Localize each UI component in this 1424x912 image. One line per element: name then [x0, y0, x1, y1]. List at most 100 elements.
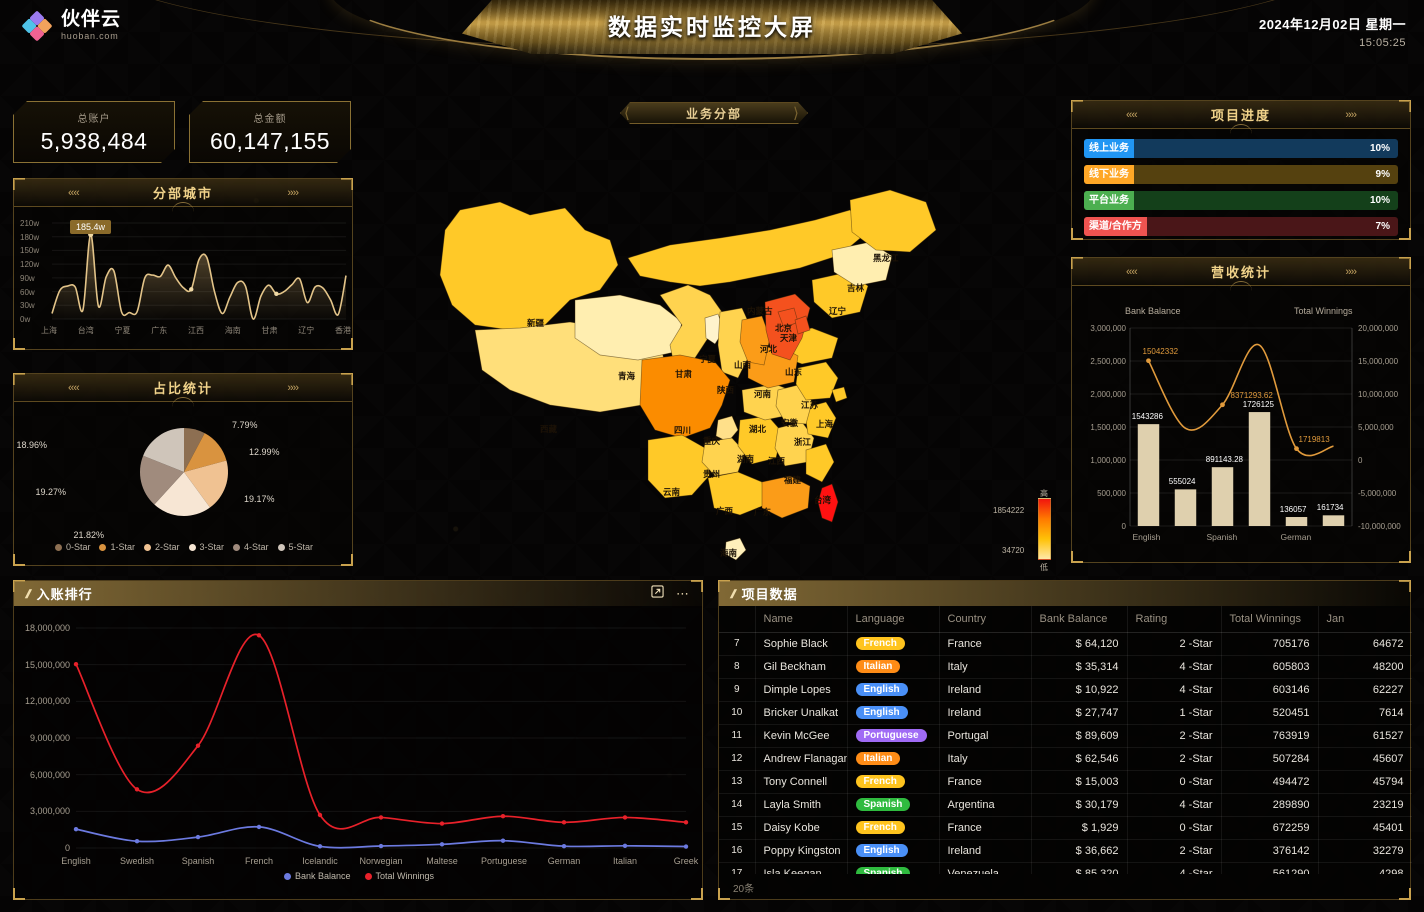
map-province-浙江[interactable] [803, 401, 837, 439]
pie-legend-item[interactable]: 1-Star [99, 542, 135, 552]
map-label-山西: 山西 [734, 360, 752, 370]
next-arrows-icon[interactable]: ›››› [287, 381, 299, 394]
map-province-福建[interactable] [805, 443, 835, 483]
map-label-辽宁: 辽宁 [829, 306, 847, 316]
more-options-icon[interactable]: ⋯ [676, 585, 690, 601]
map-province-山西[interactable] [739, 315, 771, 366]
table-row[interactable]: 10 Bricker Unalkat English Ireland $ 27,747 1… [719, 701, 1412, 725]
table-cell-winnings: 376142 [1221, 839, 1319, 863]
revenue-bar[interactable] [1322, 515, 1345, 526]
y-tick-label: 120w [20, 260, 40, 270]
series-line-total-winnings[interactable] [75, 633, 687, 830]
table-column-header[interactable]: Bank Balance [1031, 606, 1128, 633]
table-cell-winnings: 494472 [1221, 770, 1319, 794]
table-column-header[interactable]: Country [939, 606, 1032, 633]
table-column-header[interactable]: Jan [1318, 606, 1412, 633]
progress-bar-row[interactable]: 线上业务 10% [1084, 139, 1398, 158]
table-row[interactable]: 16 Poppy Kingston English Ireland $ 36,662 2 … [719, 839, 1412, 863]
progress-bar-row[interactable]: 平台业务 10% [1084, 191, 1398, 210]
ratio-pie-chart[interactable]: 7.79% 12.99% 19.17% 21.82% 19.27% 18.96% 0-St… [14, 402, 354, 567]
data-table-wrapper[interactable]: Name Language Country Bank Balance Rating Tot… [719, 606, 1412, 874]
table-row[interactable]: 8 Gil Beckham Italian Italy $ 35,314 4 -Star 6… [719, 655, 1412, 679]
next-arrows-icon[interactable]: ›››› [287, 186, 299, 199]
china-map-container[interactable]: 新疆 西藏 青海 甘肃 宁夏 内蒙古 陕西 四川 重庆 云南 贵州 广西 广东 海南 湖南 湖北 江西 福建 浙江 安… [370, 90, 1070, 570]
revenue-bar[interactable] [1137, 424, 1160, 526]
revenue-bar[interactable] [1211, 467, 1234, 526]
pie-legend-item[interactable]: 5-Star [277, 542, 313, 552]
table-row[interactable]: 15 Daisy Kobe French France $ 1,929 0 -Star 67… [719, 816, 1412, 840]
stat-card-total-amount[interactable]: 总金额 60,147,155 [189, 101, 351, 163]
map-province-河北[interactable] [764, 293, 811, 361]
table-row[interactable]: 7 Sophie Black French France $ 64,120 2 -Star… [719, 632, 1412, 656]
x-tick-label: 香港 [335, 326, 351, 335]
map-label-福建: 福建 [784, 475, 802, 485]
x-tick-label: Icelandic [302, 856, 338, 866]
revenue-bar[interactable] [1285, 517, 1308, 526]
brand-logo[interactable]: 伙伴云 huoban.com [22, 10, 121, 41]
language-badge: Spanish [855, 867, 911, 874]
revenue-bar[interactable] [1248, 412, 1271, 526]
prev-arrows-icon[interactable]: ‹‹‹‹ [1126, 265, 1138, 278]
map-province-四川[interactable] [639, 354, 731, 439]
pie-legend-item[interactable]: 2-Star [143, 542, 180, 552]
pie-legend-item[interactable]: 0-Star [54, 542, 90, 552]
legend-item[interactable]: Total Winnings [364, 871, 434, 881]
language-badge: English [855, 706, 908, 719]
map-province-海南[interactable] [724, 537, 747, 561]
branch-cities-line-chart[interactable]: 210w 180w 150w 120w 90w 60w 30w 0w 上海 台湾 宁夏 广东 江西 海南… [14, 207, 354, 351]
table-cell-idx: 11 [719, 724, 756, 748]
deposit-ranking-line-chart[interactable]: 18,000,000 15,000,000 12,000,000 9,000,000 6… [14, 606, 704, 901]
x-tick-label: English [1132, 532, 1161, 542]
next-arrows-icon[interactable]: ›››› [1345, 265, 1357, 278]
map-prev-icon[interactable]: ⟨ [624, 105, 630, 122]
pie-legend-item[interactable]: 3-Star [188, 542, 224, 552]
table-row[interactable]: 13 Tony Connell French France $ 15,003 0 -Sta… [719, 770, 1412, 794]
map-province-甘肃[interactable] [659, 284, 723, 371]
table-row[interactable]: 11 Kevin McGee Portuguese Portugal $ 89,609 2… [719, 724, 1412, 748]
table-row[interactable]: 9 Dimple Lopes English Ireland $ 10,922 4 -St… [719, 678, 1412, 702]
map-next-icon[interactable]: ⟩ [793, 105, 799, 122]
table-column-header[interactable]: Rating [1127, 606, 1222, 633]
ranking-legend[interactable]: Bank Balance Total Winnings [14, 871, 704, 881]
prev-arrows-icon[interactable]: ‹‹‹‹ [1126, 108, 1138, 121]
prev-arrows-icon[interactable]: ‹‹‹‹ [68, 186, 80, 199]
expand-icon[interactable] [651, 584, 664, 603]
map-province-天津[interactable] [794, 315, 811, 335]
next-arrows-icon[interactable]: ›››› [1345, 108, 1357, 121]
revenue-bar[interactable] [1174, 489, 1197, 526]
map-province-上海[interactable] [831, 386, 848, 403]
table-row[interactable]: 12 Andrew Flanagan Italian Italy $ 62,546 2 -… [719, 747, 1412, 771]
language-badge: Portuguese [855, 729, 927, 742]
progress-bar-row[interactable]: 线下业务 9% [1084, 165, 1398, 184]
progress-bar-row[interactable]: 渠道/合作方 7% [1084, 217, 1398, 236]
map-province-黑龙江[interactable] [849, 189, 937, 253]
pie-slice-label: 19.27% [35, 487, 66, 497]
stat-label: 总金额 [253, 113, 287, 125]
x-tick-label: Greek [673, 856, 699, 866]
legend-item[interactable]: Bank Balance [283, 871, 351, 881]
stat-card-total-accounts[interactable]: 总账户 5,938,484 [13, 101, 175, 163]
prev-arrows-icon[interactable]: ‹‹‹‹ [68, 381, 80, 394]
map-province-重庆[interactable] [715, 415, 739, 443]
table-column-header[interactable]: Name [755, 606, 848, 633]
map-label-河南: 河南 [754, 389, 772, 399]
table-row[interactable]: 14 Layla Smith Spanish Argentina $ 30,179 4 -… [719, 793, 1412, 817]
bar-value-label: 891143.28 [1205, 455, 1243, 465]
map-province-广东[interactable] [761, 475, 811, 519]
map-province-新疆[interactable] [439, 201, 619, 331]
table-row[interactable]: 17 Isla Keegan Spanish Venezuela $ 85,320 4 -… [719, 862, 1412, 874]
map-label-山东: 山东 [785, 367, 803, 377]
table-cell-bank: $ 27,747 [1031, 701, 1128, 725]
map-province-江苏[interactable] [795, 361, 839, 401]
map-province-内蒙古[interactable] [627, 209, 871, 287]
table-column-header[interactable] [719, 606, 756, 633]
table-cell-bank: $ 36,662 [1031, 839, 1128, 863]
map-label-云南: 云南 [663, 487, 681, 497]
table-column-header[interactable]: Language [847, 606, 940, 633]
table-column-header[interactable]: Total Winnings [1221, 606, 1319, 633]
pie-legend[interactable]: 0-Star 1-Star 2-Star 3-Star 4-Star 5-Star [14, 542, 354, 552]
revenue-combo-chart[interactable]: Bank Balance Total Winnings 3,000,000 2,5… [1072, 286, 1412, 564]
pie-legend-item[interactable]: 4-Star [233, 542, 269, 552]
map-province-台湾[interactable] [817, 483, 839, 523]
map-province-云南[interactable] [647, 434, 711, 499]
